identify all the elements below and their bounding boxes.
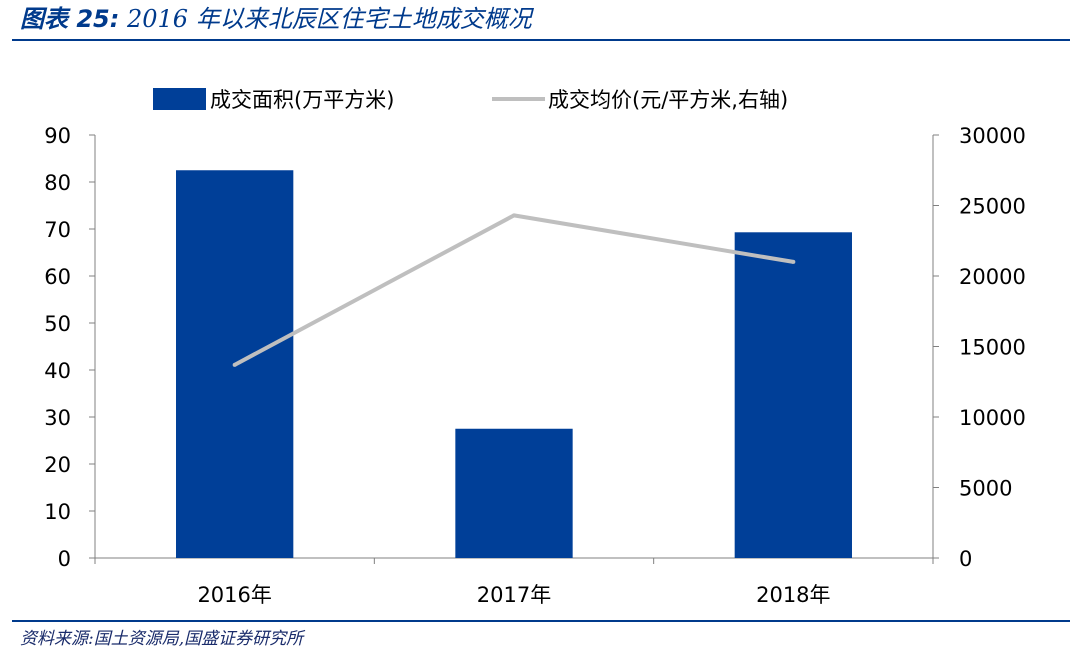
y-right-tick-label: 5000: [959, 477, 1012, 501]
chart-legend: 成交面积(万平方米) 成交均价(元/平方米,右轴): [153, 88, 788, 112]
y-left-tick-label: 0: [58, 547, 71, 571]
legend-label-bar: 成交面积(万平方米): [210, 88, 394, 112]
y-left-tick-label: 80: [44, 171, 71, 195]
price-point-2016年: [232, 362, 237, 367]
bar-2017年: [455, 428, 573, 558]
price-point-2017年: [512, 213, 516, 218]
x-tick-label: 2017年: [477, 583, 551, 607]
y-left-tick-label: 30: [44, 406, 71, 430]
y-left-tick-label: 70: [44, 218, 71, 242]
y-right-tick-label: 10000: [959, 406, 1026, 430]
price-point-2018年: [791, 259, 796, 264]
x-axis-labels: 2016年 2017年 2018年: [197, 583, 830, 607]
line-series: [232, 213, 796, 367]
top-rule: [12, 39, 1070, 41]
legend-swatch-bar: [153, 88, 206, 110]
figure-title: 图表 25: 2016 年以来北辰区住宅土地成交概况: [20, 2, 532, 36]
y-right-tick-label: 25000: [959, 195, 1026, 219]
bar-series: [176, 170, 852, 559]
y-right-tick-label: 30000: [959, 124, 1026, 148]
figure-number: 图表 25:: [20, 5, 120, 33]
legend-label-line: 成交均价(元/平方米,右轴): [548, 88, 788, 112]
x-tick-label: 2016年: [197, 583, 271, 607]
chart-axes: 0 10 20 30 40 50 60 70 80 90 0 5000 10000 15000 20000 2…: [44, 124, 1026, 571]
source-note: 资料来源:国土资源局,国盛证券研究所: [20, 629, 304, 649]
figure-title-text: 2016 年以来北辰区住宅土地成交概况: [127, 5, 532, 33]
y-left-tick-label: 50: [44, 312, 71, 336]
y-right-tick-label: 20000: [959, 265, 1026, 289]
combo-chart: 成交面积(万平方米) 成交均价(元/平方米,右轴) 0 10 20 30 40 50 60 70…: [44, 88, 1026, 607]
y-left-tick-label: 90: [44, 124, 71, 148]
y-right-tick-label: 15000: [959, 336, 1026, 360]
y-left-tick-label: 60: [44, 265, 71, 289]
y-right-tick-label: 0: [959, 547, 972, 571]
y-left-tick-label: 10: [44, 500, 71, 524]
y-left-tick-label: 20: [44, 453, 71, 477]
y-left-tick-label: 40: [44, 359, 71, 383]
bottom-rule: [12, 620, 1070, 622]
price-line: [233, 213, 794, 367]
x-tick-label: 2018年: [756, 583, 830, 607]
bar-2018年: [734, 232, 852, 559]
